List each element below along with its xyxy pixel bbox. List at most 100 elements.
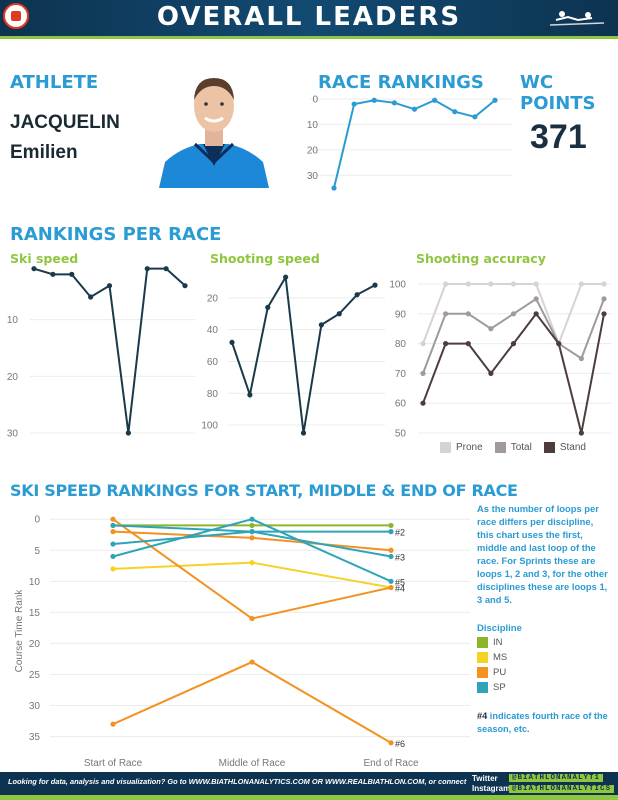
header-bar xyxy=(0,0,618,36)
race-rankings-point xyxy=(432,97,438,103)
accuracy-legend: Prone Total Stand xyxy=(440,442,598,453)
athlete-last-name: JACQUELIN xyxy=(10,112,120,133)
accuracy-total-point xyxy=(578,355,584,362)
accuracy-legend-item: Stand xyxy=(543,442,586,454)
race-rankings-point xyxy=(371,97,377,103)
race-rankings-tick-label: 10 xyxy=(307,120,319,131)
race-rankings-point xyxy=(411,106,418,112)
ski-speed-point xyxy=(88,294,94,300)
shooting-speed-point xyxy=(336,311,342,317)
race-rankings-point xyxy=(472,114,478,120)
race-rankings-point xyxy=(391,100,397,106)
instagram-handle[interactable]: @BIATHLONANALYTICS xyxy=(509,785,615,793)
ski-speed-tick-label: 30 xyxy=(7,429,19,440)
discipline-legend-swatch xyxy=(477,652,488,663)
shooting-speed-point xyxy=(229,339,235,345)
discipline-legend-item: SP xyxy=(477,682,506,693)
shooting-speed-point xyxy=(265,304,271,310)
athlete-photo xyxy=(159,78,269,188)
race-label-example: #4 xyxy=(477,711,488,721)
sme-category-label: End of Race xyxy=(363,758,418,769)
sme-sp-point xyxy=(110,541,116,547)
shooting-speed-tick-label: 80 xyxy=(207,389,219,400)
shooting-speed-point xyxy=(318,322,324,328)
shooting-speed-title: Shooting speed xyxy=(210,251,320,266)
sme-sp-point xyxy=(388,578,394,584)
accuracy-total-point xyxy=(465,311,471,317)
accuracy-prone-point xyxy=(510,281,517,287)
accuracy-stand-point xyxy=(488,370,494,376)
accuracy-total-point xyxy=(510,311,517,317)
accuracy-stand-point xyxy=(443,341,449,347)
race-rankings-point xyxy=(452,109,458,115)
ski-speed-point xyxy=(125,430,131,436)
ski-speed-point xyxy=(69,271,75,277)
sme-sp-point xyxy=(110,553,116,560)
sme-race-label: #4 xyxy=(395,584,405,594)
sme-pu-point xyxy=(388,740,394,746)
accuracy-stand-point xyxy=(578,430,584,436)
accuracy-stand-point xyxy=(533,311,539,317)
sme-in-point xyxy=(249,522,255,529)
sme-ms-line xyxy=(112,561,392,589)
sme-race-label: #6 xyxy=(395,739,405,749)
sme-tick-label: 30 xyxy=(29,701,41,712)
sme-tick-label: 15 xyxy=(29,608,41,619)
accuracy-legend-label: Stand xyxy=(559,442,586,454)
shooting-speed-point xyxy=(300,430,307,436)
accuracy-total-point xyxy=(420,370,426,376)
shooting-speed-point xyxy=(283,274,289,280)
sme-tick-label: 25 xyxy=(29,670,41,681)
race-rankings-point xyxy=(492,97,498,103)
sme-race-label: #5 xyxy=(395,577,405,587)
accuracy-total-point xyxy=(601,296,607,302)
shooting-speed-point xyxy=(354,292,360,298)
sme-tick-label: 0 xyxy=(34,515,40,526)
twitter-label: Twitter xyxy=(472,774,498,783)
accuracy-legend-swatch xyxy=(440,442,451,453)
accuracy-stand-point xyxy=(556,341,562,347)
discipline-legend-swatch xyxy=(477,682,488,693)
sme-pu-point xyxy=(249,659,255,665)
shooting-speed-tick-label: 100 xyxy=(201,421,218,432)
shooting-speed-point xyxy=(247,392,253,398)
sme-tick-label: 10 xyxy=(29,577,41,588)
sme-tick-label: 5 xyxy=(34,546,40,557)
loops-note: As the number of loops per race differs … xyxy=(477,503,608,605)
accuracy-total-point xyxy=(488,326,494,332)
accuracy-stand-point xyxy=(420,400,426,406)
footer-text: Looking for data, analysis and visualiza… xyxy=(8,777,467,786)
shooting-speed-tick-label: 60 xyxy=(207,357,219,368)
race-rankings-tick-label: 30 xyxy=(307,171,319,182)
athlete-first-name: Emilien xyxy=(10,142,78,163)
header-stripe xyxy=(0,36,618,39)
accuracy-tick-label: 60 xyxy=(395,399,407,410)
sme-race-label: #3 xyxy=(395,552,405,562)
ski-speed-point xyxy=(182,283,188,289)
instagram-label: Instagram xyxy=(472,784,511,793)
ski-speed-point xyxy=(144,266,150,272)
ski-speed-point xyxy=(31,266,37,272)
sme-ms-point xyxy=(249,560,255,566)
discipline-legend-title: Discipline xyxy=(477,623,522,634)
athlete-section-title: ATHLETE xyxy=(10,72,99,93)
sme-race-label: #2 xyxy=(395,528,405,538)
logo-icon xyxy=(3,3,29,29)
sme-sp-point xyxy=(110,522,116,529)
accuracy-tick-label: 80 xyxy=(395,339,407,350)
accuracy-prone-point xyxy=(420,341,426,347)
discipline-legend-item: MS xyxy=(477,652,507,663)
discipline-legend-swatch xyxy=(477,637,488,648)
sme-ylabel: Course Time Rank xyxy=(14,589,25,673)
accuracy-stand-point xyxy=(601,311,607,317)
page-title: OVERALL LEADERS xyxy=(156,2,462,32)
ski-speed-point xyxy=(50,271,56,277)
accuracy-legend-label: Prone xyxy=(456,442,483,454)
discipline-legend-label: IN xyxy=(493,637,503,649)
twitter-handle[interactable]: @BIATHLONANALYT1 xyxy=(509,774,604,782)
sme-pu-point xyxy=(110,516,116,522)
ski-speed-line xyxy=(33,267,186,434)
sme-pu-point xyxy=(388,584,394,591)
accuracy-legend-swatch xyxy=(543,442,555,453)
